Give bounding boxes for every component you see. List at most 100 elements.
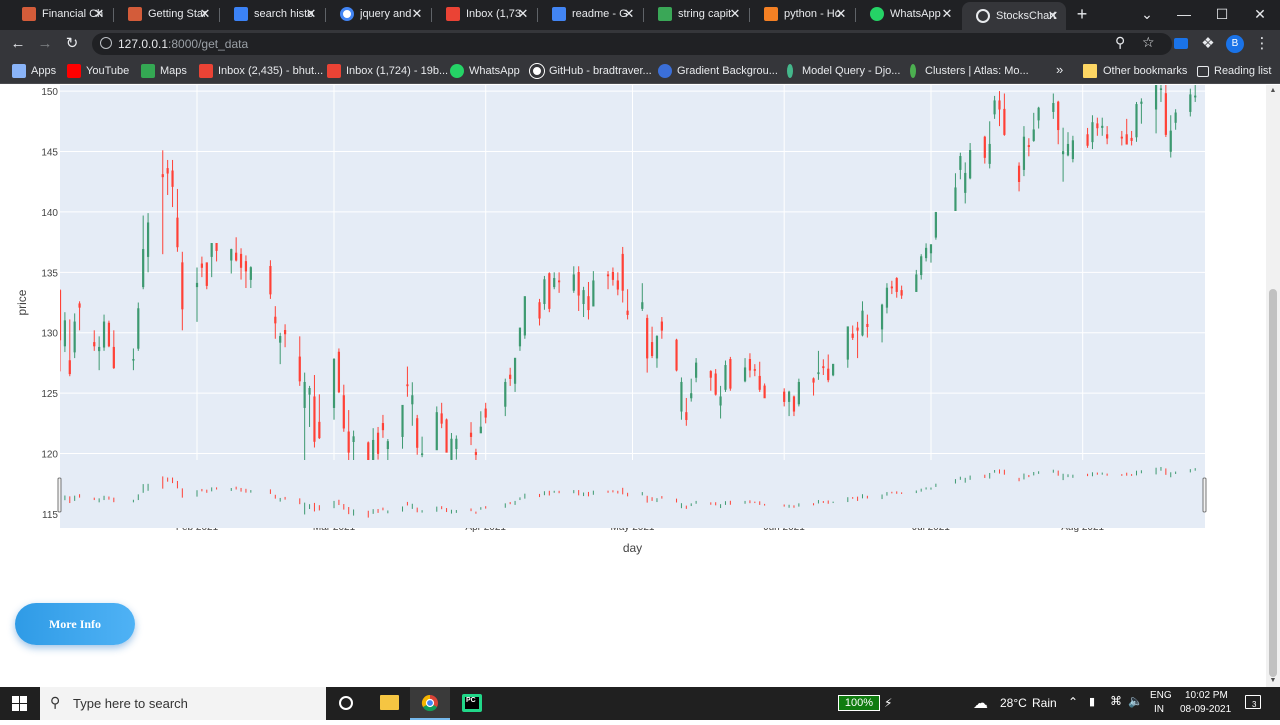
address-bar[interactable]: 127.0.0.1:8000/get_data ⚲ ☆ <box>92 33 1172 55</box>
rangeslider-right-handle[interactable] <box>1202 477 1207 513</box>
tab-title: Inbox (1,73 <box>466 8 522 20</box>
extension-icon[interactable] <box>1174 38 1188 49</box>
browser-tab[interactable]: python - Ho ✕ <box>750 0 854 28</box>
speaker-icon[interactable]: 🔈 <box>1128 694 1143 708</box>
browser-tab[interactable]: string capit ✕ <box>644 0 748 28</box>
bookmark-item[interactable]: Inbox (2,435) - bhut... <box>199 63 323 79</box>
tab-close-icon[interactable]: ✕ <box>623 6 635 21</box>
tab-close-icon[interactable]: ✕ <box>411 6 423 21</box>
maximize-icon[interactable]: ☐ <box>1215 6 1229 22</box>
candle-body <box>386 441 389 450</box>
rangeslider-background[interactable] <box>60 460 1205 528</box>
bookmark-item[interactable]: Gradient Backgrou... <box>658 63 778 79</box>
info-icon[interactable] <box>100 37 112 49</box>
browser-tab[interactable]: search histo ✕ <box>220 0 324 28</box>
tab-search-chevron-icon[interactable]: ⌄ <box>1141 6 1153 22</box>
tab-close-icon[interactable]: ✕ <box>93 6 105 21</box>
weather-condition[interactable]: Rain <box>1032 696 1057 710</box>
bookmark-item[interactable]: Apps <box>12 63 56 79</box>
browser-tab[interactable]: readme - G ✕ <box>538 0 642 28</box>
candle-body <box>866 323 869 327</box>
browser-tab[interactable]: Inbox (1,73 ✕ <box>432 0 536 28</box>
bookmark-item[interactable]: Inbox (1,724) - 19b... <box>327 63 448 79</box>
browser-tab[interactable]: StocksChart ✕ <box>962 2 1066 30</box>
other-bookmarks-folder[interactable]: Other bookmarks <box>1083 63 1187 79</box>
tab-close-icon[interactable]: ✕ <box>517 6 529 21</box>
candle-body <box>401 404 404 437</box>
language-indicator-line2[interactable]: IN <box>1154 704 1164 715</box>
bookmark-item[interactable]: GitHub - bradtraver... <box>529 63 652 79</box>
tab-close-icon[interactable]: ✕ <box>1047 8 1059 23</box>
candle-body <box>709 371 712 378</box>
gmail-icon <box>199 64 213 78</box>
weather-rain-icon[interactable]: ☁ <box>973 695 988 712</box>
scrollbar-thumb[interactable] <box>1269 289 1277 677</box>
notification-center-icon[interactable]: 3 <box>1245 695 1261 709</box>
candle-body <box>817 372 820 375</box>
candle-body <box>210 243 213 257</box>
language-indicator-line1[interactable]: ENG <box>1150 690 1172 701</box>
bookmark-item[interactable]: YouTube <box>67 63 129 79</box>
chart-favicon-icon <box>128 7 142 21</box>
file-explorer-icon[interactable] <box>380 695 399 710</box>
back-icon[interactable]: ← <box>10 35 26 52</box>
bookmarks-overflow-icon[interactable]: » <box>1056 61 1064 77</box>
candle-body <box>112 346 115 369</box>
close-window-icon[interactable]: ✕ <box>1254 6 1266 22</box>
bookmark-item[interactable]: WhatsApp <box>450 63 520 79</box>
browser-tab[interactable]: Getting Star ✕ <box>114 0 218 28</box>
clock-date[interactable]: 08-09-2021 <box>1180 704 1232 715</box>
menu-kebab-icon[interactable]: ⋮ <box>1254 35 1270 52</box>
candle-body <box>993 100 996 115</box>
rangeslider-left-handle[interactable] <box>57 477 62 513</box>
gradient-icon <box>658 64 672 78</box>
reload-icon[interactable]: ↻ <box>65 35 79 52</box>
clock-time[interactable]: 10:02 PM <box>1185 690 1228 701</box>
windows-start-icon[interactable] <box>12 696 27 711</box>
candle-body <box>239 253 243 268</box>
stocks-candlestick-chart[interactable]: 115120125130135140145150Feb 2021Mar 2021… <box>0 85 1266 585</box>
weather-temperature[interactable]: 28°C <box>1000 696 1027 710</box>
browser-tab[interactable]: WhatsApp ✕ <box>856 0 960 28</box>
taskbar-search-box[interactable]: ⚲ Type here to search <box>40 687 326 720</box>
search-placeholder: Type here to search <box>73 696 188 711</box>
battery-tray-icon[interactable]: ▮ <box>1089 696 1096 708</box>
cortana-circle-icon[interactable] <box>339 696 353 710</box>
pycharm-icon[interactable]: PC <box>462 694 482 712</box>
bookmark-label: Maps <box>160 65 187 77</box>
tab-close-icon[interactable]: ✕ <box>305 6 317 21</box>
tab-close-icon[interactable]: ✕ <box>941 6 953 21</box>
bookmark-star-icon[interactable]: ☆ <box>1142 34 1155 50</box>
tab-close-icon[interactable]: ✕ <box>199 6 211 21</box>
scroll-down-arrow-icon[interactable]: ▼ <box>1269 677 1277 684</box>
chevron-up-icon[interactable]: ⌃ <box>1068 695 1079 709</box>
forward-icon[interactable]: → <box>37 35 53 52</box>
tab-close-icon[interactable]: ✕ <box>835 6 847 21</box>
scroll-up-arrow-icon[interactable]: ▲ <box>1269 87 1277 94</box>
more-info-button[interactable]: More Info <box>15 603 135 645</box>
chrome-taskbar-button[interactable] <box>410 687 450 720</box>
extensions-puzzle-icon[interactable]: ❖ <box>1201 35 1215 52</box>
tab-close-icon[interactable]: ✕ <box>729 6 741 21</box>
url-text[interactable]: 127.0.0.1:8000/get_data <box>118 37 249 51</box>
wifi-icon[interactable]: ⌘ <box>1110 694 1122 708</box>
bookmark-item[interactable]: Model Query - Djo... <box>783 63 900 79</box>
zoom-search-icon[interactable]: ⚲ <box>1115 34 1126 50</box>
page-scrollbar[interactable]: ▲ ▼ <box>1266 85 1280 687</box>
browser-tab[interactable]: jquery and ✕ <box>326 0 430 28</box>
new-tab-plus-icon[interactable]: + <box>1076 4 1088 24</box>
reading-list-icon <box>1197 65 1209 77</box>
candle-body <box>1022 136 1026 170</box>
candle-body <box>900 290 903 296</box>
profile-avatar[interactable]: B <box>1226 35 1244 53</box>
battery-indicator[interactable]: 100% <box>838 695 880 711</box>
tab-separator <box>219 8 220 22</box>
candle-body <box>753 369 756 371</box>
browser-tab[interactable]: Financial Ch ✕ <box>8 0 112 28</box>
bookmark-item[interactable]: Maps <box>141 63 187 79</box>
candle-body <box>846 326 849 360</box>
candle-body <box>959 156 962 170</box>
bookmark-item[interactable]: Clusters | Atlas: Mo... <box>906 63 1029 79</box>
reading-list-button[interactable]: Reading list <box>1197 63 1271 79</box>
minimize-icon[interactable]: — <box>1177 6 1191 22</box>
